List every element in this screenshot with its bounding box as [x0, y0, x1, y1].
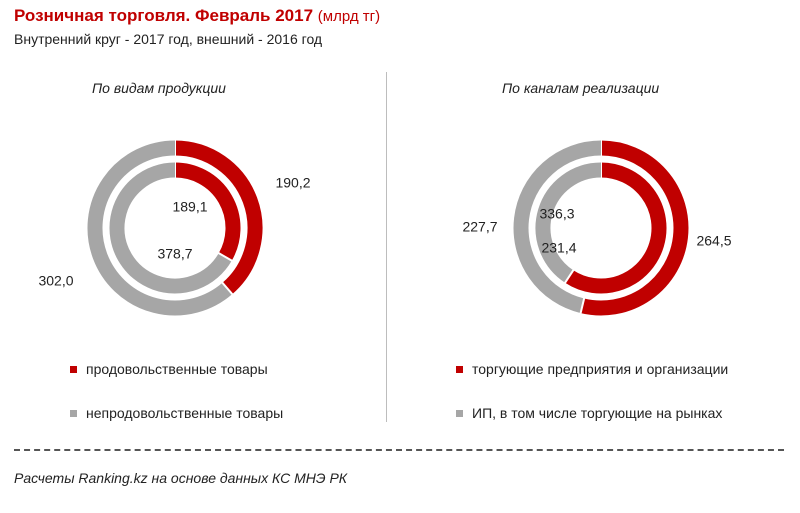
- panel-divider: [386, 72, 387, 422]
- legend-swatch: [70, 365, 77, 373]
- chart-subtitle: Внутренний круг - 2017 год, внешний - 20…: [14, 31, 323, 47]
- donut-outer-slice-1: [513, 140, 602, 314]
- slice-separator: [217, 251, 234, 263]
- donut-outer-slice-0: [174, 140, 263, 295]
- legend-label: непродовольственные товары: [86, 405, 284, 421]
- legend-label: торгующие предприятия и организации: [472, 361, 729, 377]
- slice-separator: [221, 281, 234, 296]
- data-label-inner-0: 189,1: [172, 199, 207, 215]
- source-note: Расчеты Ranking.kz на основе данных КС М…: [14, 470, 348, 486]
- legend-swatch: [70, 409, 77, 417]
- legend-item-channels-enterprises: торгующие предприятия и организации: [456, 361, 728, 377]
- data-label-outer-0: 190,2: [275, 175, 310, 191]
- donut-outer-slice-1: [87, 140, 233, 316]
- panel-title-channels: По каналам реализации: [502, 80, 660, 96]
- donut-inner-slice-1: [535, 162, 602, 283]
- data-label-inner-0: 336,3: [539, 206, 574, 222]
- donut-products: 189,1 378,7 190,2 302,0: [38, 139, 311, 316]
- donut-outer-slice-0: [580, 140, 689, 316]
- slice-separator: [579, 297, 586, 315]
- chart-title-unit: (млрд тг): [317, 8, 381, 25]
- donut-inner-slice-0: [174, 162, 241, 261]
- donut-inner-slice-1: [109, 162, 232, 294]
- donut-channels: 336,3 231,4 264,5 227,7: [462, 139, 732, 316]
- data-label-inner-1: 378,7: [157, 246, 192, 262]
- legend-swatch: [456, 365, 463, 373]
- panel-title-products: По видам продукции: [92, 80, 226, 96]
- legend-item-products-food: продовольственные товары: [70, 361, 268, 377]
- footer-divider: [14, 449, 784, 451]
- legend-item-channels-ip: ИП, в том числе торгующие на рынках: [456, 405, 722, 421]
- legend-swatch: [456, 409, 463, 417]
- data-label-outer-1: 227,7: [462, 219, 497, 235]
- chart-title-main: Розничная торговля. Февраль 2017: [14, 6, 314, 25]
- legend-label: продовольственные товары: [86, 361, 268, 377]
- chart-title: Розничная торговля. Февраль 2017 (млрд т…: [14, 6, 380, 26]
- donut-inner-slice-0: [565, 162, 667, 294]
- data-label-outer-1: 302,0: [38, 273, 73, 289]
- legend-item-products-nonfood: непродовольственные товары: [70, 405, 283, 421]
- legend-label: ИП, в том числе торгующие на рынках: [472, 405, 723, 421]
- slice-separator: [563, 268, 575, 285]
- data-label-outer-0: 264,5: [696, 233, 731, 249]
- data-label-inner-1: 231,4: [541, 240, 576, 256]
